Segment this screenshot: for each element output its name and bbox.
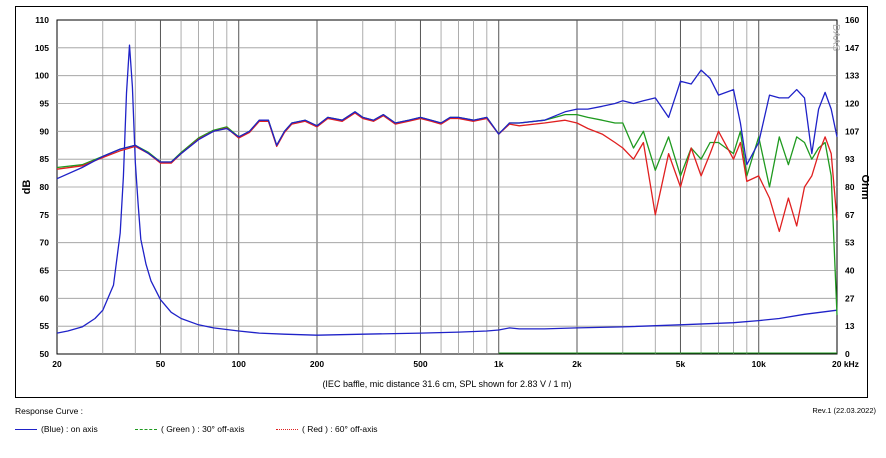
x-tick-label: 200 [310,359,324,369]
x-tick-label: 5k [676,359,686,369]
legend-item-green: ( Green ) : 30° off-axis [135,424,245,434]
legend-item-blue: (Blue) : on axis [15,424,98,434]
legend-swatch-blue [15,429,37,431]
x-tick-label: 20 kHz [832,359,859,369]
legend-swatch-red [276,429,298,431]
y2-tick-label: 40 [845,266,855,276]
legend-item-red: ( Red ) : 60° off-axis [276,424,378,434]
x-tick-label: 500 [413,359,427,369]
x-tick-label: 1k [494,359,504,369]
legend-swatch-green [135,429,157,431]
y-tick-label: 75 [40,210,50,220]
x-tick-label: 2k [572,359,582,369]
y2-tick-label: 93 [845,154,855,164]
y-tick-label: 50 [40,349,50,359]
legend-label-green: ( Green ) : 30° off-axis [161,424,245,434]
x-tick-label: 10k [752,359,766,369]
y2-tick-label: 120 [845,99,859,109]
y-axis-title: dB [21,180,33,195]
y2-tick-label: 67 [845,210,855,220]
y2-tick-label: 133 [845,71,859,81]
frequency-response-chart: 110 105 100 95 90 85 80 75 70 65 60 55 50 160 147 133 12… [21,15,869,389]
x-tick-label: 50 [156,359,166,369]
y-tick-label: 55 [40,321,50,331]
x-tick-label: 20 [52,359,62,369]
y-tick-label: 60 [40,293,50,303]
y2-tick-label: 53 [845,238,855,248]
y-tick-label: 90 [40,126,50,136]
y-tick-label: 65 [40,266,50,276]
y-tick-label: 110 [35,15,49,25]
y2-tick-label: 80 [845,182,855,192]
chart-caption: (IEC baffle, mic distance 31.6 cm, SPL s… [322,379,571,389]
chart-frame: 110 105 100 95 90 85 80 75 70 65 60 55 50 160 147 133 12… [15,6,869,398]
y2-tick-label: 27 [845,293,855,303]
y-tick-label: 80 [40,182,50,192]
x-tick-label: 100 [232,359,246,369]
revision-note: Rev.1 (22.03.2022) [812,406,876,415]
y-tick-label: 70 [40,238,50,248]
y2-tick-label: 107 [845,126,859,136]
impedance-curve [56,44,838,336]
y-tick-label: 105 [35,43,49,53]
response-curve-blue [56,69,838,180]
legend-label-blue: (Blue) : on axis [41,424,98,434]
y2-tick-label: 0 [845,349,850,359]
legend-label-red: ( Red ) : 60° off-axis [302,424,378,434]
y-tick-label: 85 [40,154,50,164]
y2-axis-title: Ohm [859,174,869,199]
y2-tick-label: 147 [845,43,859,53]
watermark-text: DAAS [830,24,841,52]
legend-title: Response Curve : [15,406,84,416]
y2-tick-label: 160 [845,15,859,25]
y-tick-label: 100 [35,71,49,81]
y-tick-label: 95 [40,99,50,109]
y2-tick-label: 13 [845,321,855,331]
